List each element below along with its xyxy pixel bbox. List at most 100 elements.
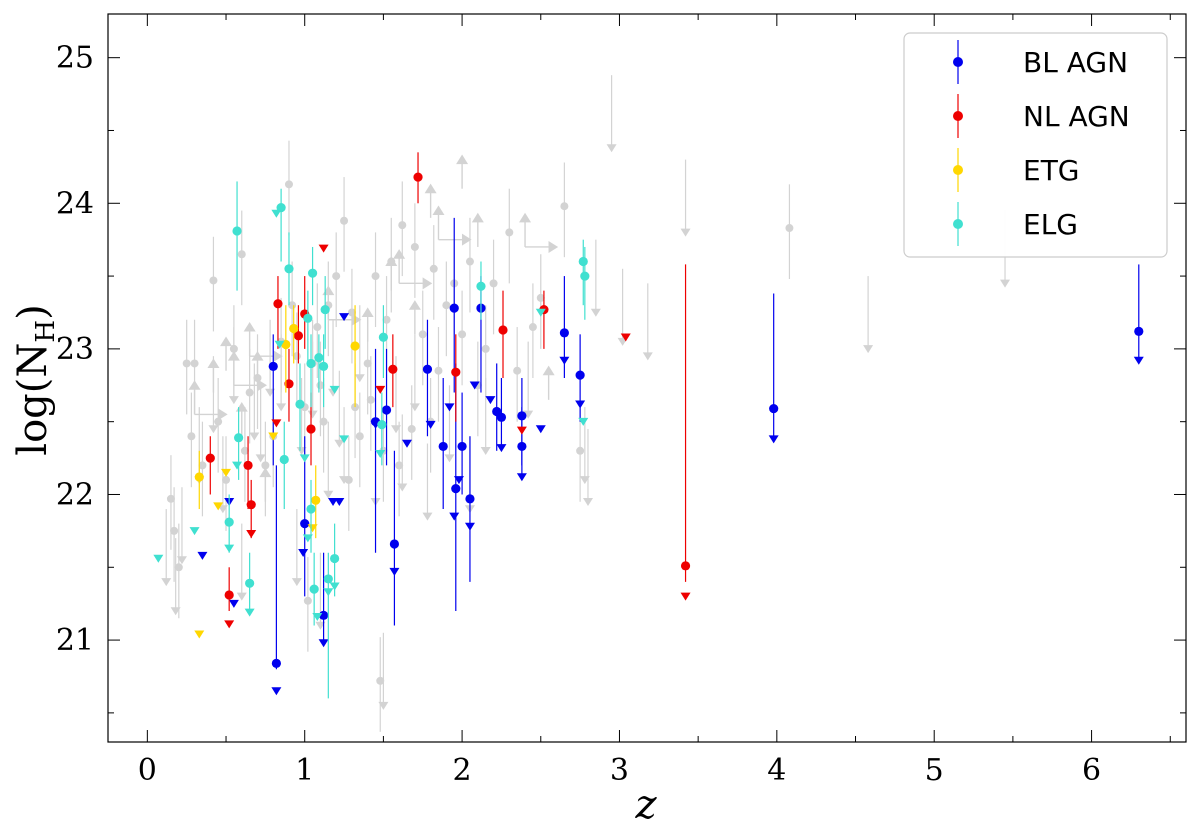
y-tick-label: 25 xyxy=(56,41,94,76)
bl-agn-upper-limit-marker xyxy=(485,396,496,405)
bl-agn-upper-limit-marker xyxy=(197,551,208,560)
background-upper-limit-marker xyxy=(334,439,345,448)
background-upper-limit-marker xyxy=(315,621,326,630)
nl-agn-point xyxy=(306,424,316,434)
background-lower-limit-marker xyxy=(432,205,445,216)
bl-agn-upper-limit-marker xyxy=(271,687,282,696)
background-upper-limit-marker xyxy=(249,432,260,441)
nl-agn-upper-limit-marker xyxy=(680,592,691,601)
nl-agn-point xyxy=(205,453,215,463)
etg-upper-limit-marker xyxy=(194,630,205,639)
background-z-limit-marker xyxy=(461,233,472,246)
nl-agn-point xyxy=(243,460,253,470)
bl-agn-point xyxy=(1134,326,1144,337)
bl-agn-upper-limit-marker xyxy=(444,403,455,412)
background-z-limit-marker xyxy=(422,277,433,290)
background-point xyxy=(190,359,199,368)
elg-point xyxy=(303,313,313,323)
background-point xyxy=(187,432,196,441)
background-lower-limit-marker xyxy=(207,358,220,368)
elg-upper-limit-marker xyxy=(329,385,340,394)
plot-elements xyxy=(153,75,1144,732)
background-z-limit-marker xyxy=(257,379,267,392)
bl-agn-upper-limit-marker xyxy=(402,439,413,448)
x-tick-label: 2 xyxy=(453,753,472,788)
elg-upper-limit-marker xyxy=(312,613,323,622)
bl-agn-point xyxy=(465,494,475,504)
background-upper-limit-marker xyxy=(161,578,172,587)
background-lower-limit-marker xyxy=(456,154,469,165)
bl-agn-upper-limit-marker xyxy=(298,548,309,557)
background-upper-limit-marker xyxy=(217,505,228,514)
legend-marker-bl-agn xyxy=(953,57,963,67)
elg-point xyxy=(306,504,316,514)
y-axis-label: log(NH) xyxy=(10,304,61,455)
bl-agn-point xyxy=(422,364,433,374)
etg-point xyxy=(350,341,360,351)
bl-agn-upper-limit-marker xyxy=(339,313,350,322)
background-upper-limit-marker xyxy=(1000,279,1011,288)
elg-point xyxy=(323,574,333,584)
elg-upper-limit-marker xyxy=(189,527,200,536)
elg-point xyxy=(224,517,234,527)
background-upper-limit-marker xyxy=(480,447,491,456)
legend-label-nl-agn: NL AGN xyxy=(1023,100,1130,133)
elg-upper-limit-marker xyxy=(578,417,589,426)
elg-point xyxy=(319,361,329,371)
background-point xyxy=(434,366,443,375)
bl-agn-upper-limit-marker xyxy=(469,381,480,390)
background-point xyxy=(528,323,537,332)
elg-point xyxy=(309,584,319,594)
y-tick-label: 23 xyxy=(56,332,94,367)
background-point xyxy=(347,308,356,317)
elg-upper-limit-marker xyxy=(535,308,546,317)
background-point xyxy=(429,264,438,273)
elg-point xyxy=(295,399,305,409)
background-point xyxy=(214,417,223,426)
elg-point xyxy=(580,271,590,281)
background-lower-limit-marker xyxy=(361,307,374,317)
background-upper-limit-marker xyxy=(397,483,408,492)
y-axis-label-main: log(N xyxy=(10,343,56,456)
background-z-limit-marker xyxy=(351,313,362,326)
plot-frame xyxy=(107,13,1187,743)
elg-upper-limit-marker xyxy=(153,554,164,563)
background-point xyxy=(237,250,246,259)
elg-point xyxy=(234,433,244,443)
background-lower-limit-marker xyxy=(393,249,406,259)
bl-agn-point xyxy=(271,658,281,668)
etg-point xyxy=(289,323,299,334)
elg-upper-limit-marker xyxy=(244,608,255,617)
nl-agn-point xyxy=(224,590,234,600)
elg-upper-limit-marker xyxy=(299,454,310,463)
background-upper-limit-marker xyxy=(176,556,187,565)
x-tick-label: 4 xyxy=(767,753,786,788)
bl-agn-upper-limit-marker xyxy=(449,512,460,521)
background-point xyxy=(442,301,451,310)
background-point xyxy=(170,526,179,535)
bl-agn-point xyxy=(389,539,400,549)
elg-point xyxy=(232,226,242,236)
background-upper-limit-marker xyxy=(265,388,276,397)
legend-box xyxy=(903,32,1168,258)
background-upper-limit-marker xyxy=(307,410,318,419)
x-tick-label: 5 xyxy=(925,753,944,788)
nl-agn-point xyxy=(388,364,398,374)
bl-agn-point xyxy=(769,403,779,414)
elg-upper-limit-marker xyxy=(375,449,386,458)
background-point xyxy=(536,293,545,302)
x-tick-label: 6 xyxy=(1082,753,1101,788)
nl-agn-upper-limit-marker xyxy=(375,385,386,394)
background-point xyxy=(209,276,218,285)
background-point xyxy=(222,475,231,484)
etg-point xyxy=(194,472,204,482)
background-point xyxy=(407,424,416,433)
y-axis-label-subscript: H xyxy=(31,320,61,343)
background-upper-limit-marker xyxy=(680,228,691,237)
background-point xyxy=(284,180,293,189)
background-point xyxy=(198,461,207,470)
etg-point xyxy=(311,495,321,505)
background-upper-limit-marker xyxy=(291,578,302,587)
bl-agn-upper-limit-marker xyxy=(453,476,464,485)
elg-point xyxy=(476,281,486,291)
